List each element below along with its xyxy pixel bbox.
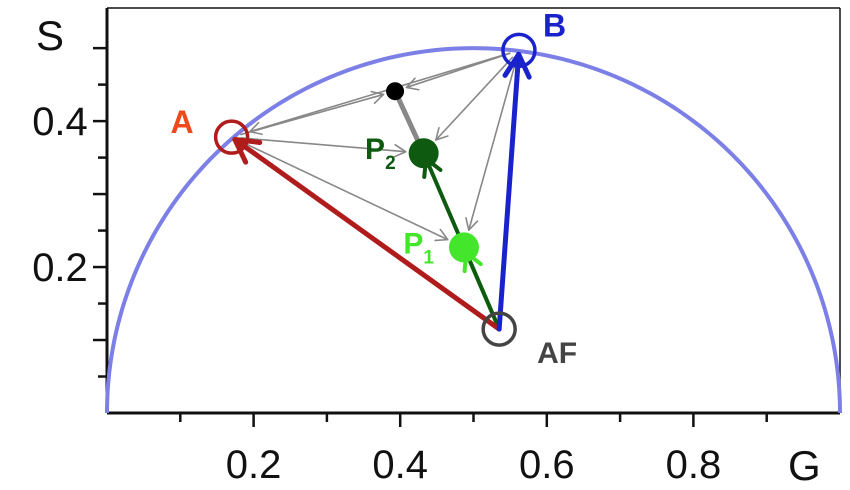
point-label-subscript: 1 xyxy=(423,247,434,268)
point-label: P1 xyxy=(403,227,434,268)
vector-arrowhead xyxy=(435,127,449,141)
point-marker xyxy=(408,138,439,169)
vector-shaft xyxy=(468,58,518,231)
point-marker xyxy=(481,311,517,347)
vector-arrowhead xyxy=(465,216,479,231)
y-tick-label: 0.2 xyxy=(32,246,88,290)
x-tick-label: 0.8 xyxy=(666,443,722,487)
vector-arrowhead xyxy=(370,90,385,105)
vector-arrowhead xyxy=(393,143,407,158)
vector-arrowhead xyxy=(405,77,420,91)
vector-af-to-b xyxy=(496,51,532,332)
vector-arrowhead xyxy=(232,136,263,165)
vector-b-to-c xyxy=(405,52,511,91)
x-tick-label: 0.4 xyxy=(372,443,428,487)
y-tick-label: 0.4 xyxy=(32,100,88,144)
point-label: B xyxy=(543,7,566,43)
vector-shaft xyxy=(392,88,424,151)
x-tick-label: 0.6 xyxy=(519,443,575,487)
point-layer: AF A B P1 P2 xyxy=(171,7,578,370)
x-tick-label: 0.2 xyxy=(226,443,282,487)
vector-a-to-p1 xyxy=(239,140,449,242)
point-label: AF xyxy=(537,337,577,370)
semicircle-curve xyxy=(105,46,842,414)
vector-b-to-p1 xyxy=(465,58,518,231)
vector-shaft xyxy=(248,52,511,133)
vector-shaft xyxy=(496,51,522,332)
vector-arrowhead xyxy=(502,51,532,80)
point-label: P2 xyxy=(365,133,396,174)
point-p1: P1 xyxy=(403,227,479,268)
axes-layer: S G 0.2 0.4 0.6 0.8 0.2 0.4 xyxy=(32,12,820,489)
point-label: A xyxy=(171,104,194,140)
vector-shaft xyxy=(435,56,514,141)
point-b: B xyxy=(501,7,566,69)
point-a: A xyxy=(171,104,250,155)
point-marker xyxy=(448,232,479,263)
vector-shaft xyxy=(240,137,407,153)
x-axis-label: G xyxy=(788,442,821,489)
universal-semicircle xyxy=(105,46,842,414)
point-marker xyxy=(386,82,405,101)
vector-arrowhead xyxy=(248,121,263,136)
vector-a-to-p2 xyxy=(240,137,407,158)
vector-shaft xyxy=(239,140,449,241)
vector-b-to-a xyxy=(248,52,511,136)
y-axis-label: S xyxy=(36,12,64,59)
vector-arrowhead xyxy=(434,228,449,242)
vector-layer xyxy=(232,51,532,332)
point-p2: P2 xyxy=(365,133,439,174)
point-label-subscript: 2 xyxy=(385,153,396,174)
point-marker xyxy=(213,119,250,155)
point-af: AF xyxy=(481,311,577,370)
point-marker xyxy=(501,32,537,69)
point-c xyxy=(386,82,405,101)
vector-shaft xyxy=(232,136,502,332)
vector-af-to-a xyxy=(232,136,502,332)
vector-b-to-p2 xyxy=(435,56,514,141)
segment-c-to-p2 xyxy=(392,88,424,151)
